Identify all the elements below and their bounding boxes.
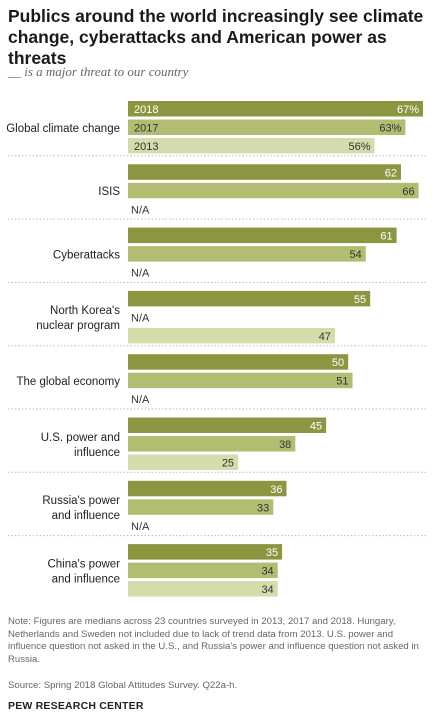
bar-russia-s-power-and-influence-2018 bbox=[128, 480, 287, 497]
category-label-russia-s-power-and-influence: Russia's power bbox=[42, 495, 120, 507]
data-label-russia-s-power-and-influence-2018: 36 bbox=[270, 484, 282, 496]
bar-china-s-power-and-influence-2017 bbox=[128, 562, 278, 579]
bar-global-climate-change-2013 bbox=[128, 138, 375, 154]
category-label-russia-s-power-and-influence: and influence bbox=[52, 510, 120, 522]
legend-label-2013: 2013 bbox=[134, 141, 158, 153]
bar-the-global-economy-2017 bbox=[128, 372, 353, 389]
na-label-cyberattacks-2013: N/A bbox=[131, 268, 150, 280]
bar-u-s-power-and-influence-2013 bbox=[128, 454, 239, 470]
bar-global-climate-change-2018 bbox=[128, 101, 423, 117]
category-label-north-korea-s-nuclear-program: nuclear program bbox=[36, 320, 120, 332]
data-label-north-korea-s-nuclear-program-2018: 55 bbox=[354, 294, 366, 306]
bar-u-s-power-and-influence-2017 bbox=[128, 436, 296, 452]
bar-cyberattacks-2017 bbox=[128, 246, 366, 262]
data-label-china-s-power-and-influence-2018: 35 bbox=[266, 547, 278, 559]
data-label-north-korea-s-nuclear-program-2013: 47 bbox=[319, 331, 331, 343]
bar-isis-2017 bbox=[128, 182, 419, 199]
brand-logo-text: PEW RESEARCH CENTER bbox=[8, 700, 144, 712]
category-label-isis: ISIS bbox=[98, 186, 120, 198]
source-note: Source: Spring 2018 Global Attitudes Sur… bbox=[8, 680, 238, 691]
bar-u-s-power-and-influence-2018 bbox=[128, 417, 327, 433]
na-label-isis-2013: N/A bbox=[131, 204, 150, 216]
bar-china-s-power-and-influence-2018 bbox=[128, 544, 283, 560]
data-label-isis-2017: 66 bbox=[402, 186, 414, 198]
category-label-global-climate-change: Global climate change bbox=[6, 123, 120, 135]
chart-title: Publics around the world increasingly se… bbox=[8, 6, 424, 68]
data-label-russia-s-power-and-influence-2017: 33 bbox=[257, 502, 269, 514]
category-label-north-korea-s-nuclear-program: North Korea's bbox=[50, 305, 120, 317]
category-label-china-s-power-and-influence: China's power bbox=[47, 558, 120, 570]
data-label-global-climate-change-2013: 56% bbox=[349, 141, 371, 153]
na-label-russia-s-power-and-influence-2013: N/A bbox=[131, 521, 150, 533]
category-label-the-global-economy: The global economy bbox=[16, 376, 120, 388]
data-label-u-s-power-and-influence-2018: 45 bbox=[310, 421, 322, 433]
bar-cyberattacks-2018 bbox=[128, 227, 397, 244]
data-label-cyberattacks-2017: 54 bbox=[350, 249, 362, 261]
bar-isis-2018 bbox=[128, 164, 401, 180]
data-label-cyberattacks-2018: 61 bbox=[380, 231, 392, 243]
bar-russia-s-power-and-influence-2017 bbox=[128, 499, 274, 515]
category-label-u-s-power-and-influence: U.S. power and bbox=[41, 432, 120, 444]
bar-chart: Global climate change 67% 2018 63% 2017 56% 20… bbox=[6, 101, 428, 597]
category-label-cyberattacks: Cyberattacks bbox=[53, 249, 120, 261]
data-label-the-global-economy-2017: 51 bbox=[336, 376, 348, 388]
bar-north-korea-s-nuclear-program-2018 bbox=[128, 290, 371, 307]
bar-global-climate-change-2017 bbox=[128, 119, 406, 135]
category-label-china-s-power-and-influence: and influence bbox=[52, 573, 120, 585]
data-label-u-s-power-and-influence-2017: 38 bbox=[279, 439, 291, 451]
bar-china-s-power-and-influence-2013 bbox=[128, 581, 278, 597]
data-label-china-s-power-and-influence-2017: 34 bbox=[261, 566, 273, 578]
data-label-global-climate-change-2018: 67% bbox=[397, 104, 419, 116]
data-label-u-s-power-and-influence-2013: 25 bbox=[222, 458, 234, 470]
data-label-the-global-economy-2018: 50 bbox=[332, 357, 344, 369]
data-label-isis-2018: 62 bbox=[385, 167, 397, 179]
na-label-north-korea-s-nuclear-program-2017: N/A bbox=[131, 312, 150, 324]
footnote: Note: Figures are medians across 23 coun… bbox=[8, 616, 419, 665]
legend-label-2017: 2017 bbox=[134, 123, 158, 135]
bar-north-korea-s-nuclear-program-2013 bbox=[128, 327, 335, 344]
category-label-u-s-power-and-influence: influence bbox=[74, 447, 120, 459]
bar-the-global-economy-2018 bbox=[128, 354, 349, 370]
chart-subtitle: __ is a major threat to our country bbox=[8, 64, 189, 79]
na-label-the-global-economy-2013: N/A bbox=[131, 394, 150, 406]
data-label-china-s-power-and-influence-2013: 34 bbox=[261, 584, 273, 596]
data-label-global-climate-change-2017: 63% bbox=[379, 123, 401, 135]
legend-label-2018: 2018 bbox=[134, 104, 158, 116]
